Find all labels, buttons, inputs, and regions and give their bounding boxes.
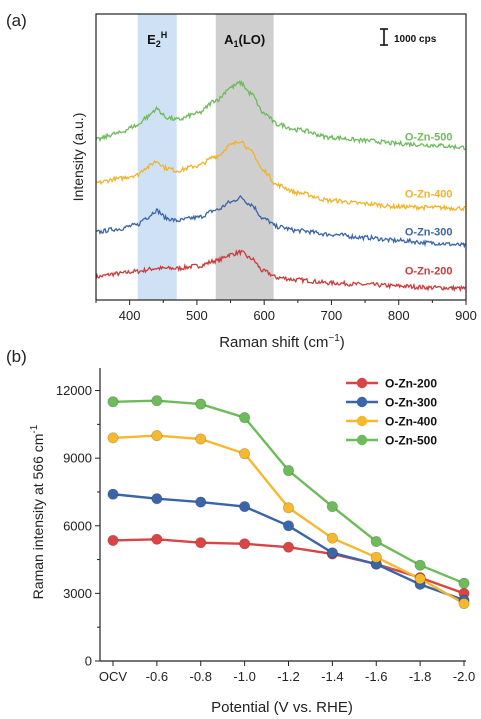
point-o-zn-500: [151, 395, 163, 407]
panel-b-x-tick-label: -1.6: [365, 669, 387, 684]
panel-b-x-tick-label: OCV: [99, 669, 128, 684]
panel-a-x-tick-label: 900: [455, 308, 477, 323]
panel-a-x-tick-label: 500: [186, 308, 208, 323]
point-o-zn-200: [282, 541, 294, 553]
point-o-zn-500: [282, 465, 294, 477]
point-o-zn-200: [107, 534, 119, 546]
legend-marker-o-zn-400: [356, 415, 368, 427]
point-o-zn-300: [151, 493, 163, 505]
legend-label-o-zn-500: O-Zn-500: [385, 434, 437, 448]
point-o-zn-200: [195, 537, 207, 549]
legend-marker-o-zn-200: [356, 377, 368, 389]
panel-b-x-tick-label: -1.0: [233, 669, 255, 684]
point-o-zn-500: [370, 536, 382, 548]
point-o-zn-300: [239, 501, 251, 513]
panel-b-x-tick-label: -2.0: [453, 669, 475, 684]
point-o-zn-200: [151, 533, 163, 545]
panel-a-y-axis-label: Intensity (a.u.): [70, 113, 86, 202]
point-o-zn-400: [326, 532, 338, 544]
legend-label-o-zn-200: O-Zn-200: [385, 377, 437, 391]
panel-b-y-tick-label: 0: [85, 654, 92, 669]
point-o-zn-400: [107, 432, 119, 444]
point-o-zn-200: [239, 538, 251, 550]
point-o-zn-300: [195, 496, 207, 508]
panel-a-x-tick-label: 600: [253, 308, 275, 323]
scale-bar-label: 1000 cps: [394, 34, 437, 45]
panel-b-y-axis-label: Raman intensity at 566 cm-1: [29, 424, 46, 599]
spectrum-line-o-zn-500: [95, 80, 466, 151]
panel-a: (a) O-Zn-200 O-Zn-300 O-Zn-400 O-Zn-500 E2H…: [6, 11, 477, 351]
point-o-zn-300: [107, 488, 119, 500]
scale-bar: 1000 cps: [380, 28, 437, 46]
panel-a-label: (a): [6, 11, 27, 30]
band-region-0: [137, 14, 177, 300]
panel-b-y-tick-label: 9000: [63, 451, 92, 466]
legend-marker-o-zn-500: [356, 434, 368, 446]
panel-a-x-axis-label: Raman shift (cm−1): [219, 333, 345, 351]
point-o-zn-400: [282, 502, 294, 514]
panel-a-x-tick-label: 800: [388, 308, 410, 323]
legend-label-o-zn-300: O-Zn-300: [385, 396, 437, 410]
panel-a-x-tick-label: 700: [321, 308, 343, 323]
band-label-a1lo: A1(LO): [224, 32, 265, 49]
point-o-zn-500: [107, 396, 119, 408]
panel-b-x-tick-label: -1.2: [277, 669, 299, 684]
series-label-o-zn-300: O-Zn-300: [405, 226, 453, 238]
line-o-zn-400: [112, 434, 465, 605]
band-label-e2h: E2H: [147, 30, 167, 49]
panel-b-y-tick-label: 6000: [63, 518, 92, 533]
point-o-zn-300: [326, 547, 338, 559]
panel-a-frame: [95, 13, 467, 301]
panel-b-y-tick-label: 12000: [56, 383, 92, 398]
point-o-zn-400: [239, 448, 251, 460]
point-o-zn-500: [239, 412, 251, 424]
series-label-o-zn-500: O-Zn-500: [405, 132, 453, 144]
panel-b-label: (b): [6, 347, 27, 366]
legend-label-o-zn-400: O-Zn-400: [385, 415, 437, 429]
point-o-zn-500: [195, 398, 207, 410]
point-o-zn-300: [282, 520, 294, 532]
panel-a-x-tick-label: 400: [119, 308, 141, 323]
point-o-zn-400: [370, 551, 382, 563]
series-label-o-zn-400: O-Zn-400: [405, 189, 453, 201]
series-label-o-zn-200: O-Zn-200: [405, 266, 453, 278]
point-o-zn-400: [458, 598, 470, 610]
spectrum-line-o-zn-300: [95, 194, 466, 249]
panel-b-x-axis-label: Potential (V vs. RHE): [211, 699, 353, 716]
panel-b-legend: O-Zn-200 O-Zn-300 O-Zn-400 O-Zn-500: [346, 377, 437, 448]
point-o-zn-500: [458, 577, 470, 589]
panel-b-x-tick-label: -0.8: [190, 669, 212, 684]
point-o-zn-400: [195, 433, 207, 445]
panel-b-x-tick-label: -0.6: [146, 669, 168, 684]
spectrum-line-o-zn-200: [95, 248, 466, 293]
panel-b: (b) O-Zn-200 O-Zn-300 O-Zn-400 O-Zn-500 OCV…: [6, 347, 475, 716]
point-o-zn-500: [326, 501, 338, 513]
point-o-zn-500: [414, 559, 426, 571]
spectrum-line-o-zn-400: [95, 139, 466, 212]
panel-b-x-tick-label: -1.8: [409, 669, 431, 684]
point-o-zn-400: [151, 430, 163, 442]
panel-b-y-tick-label: 3000: [63, 586, 92, 601]
legend-marker-o-zn-300: [356, 396, 368, 408]
panel-b-x-tick-label: -1.4: [321, 669, 343, 684]
point-o-zn-400: [414, 573, 426, 585]
